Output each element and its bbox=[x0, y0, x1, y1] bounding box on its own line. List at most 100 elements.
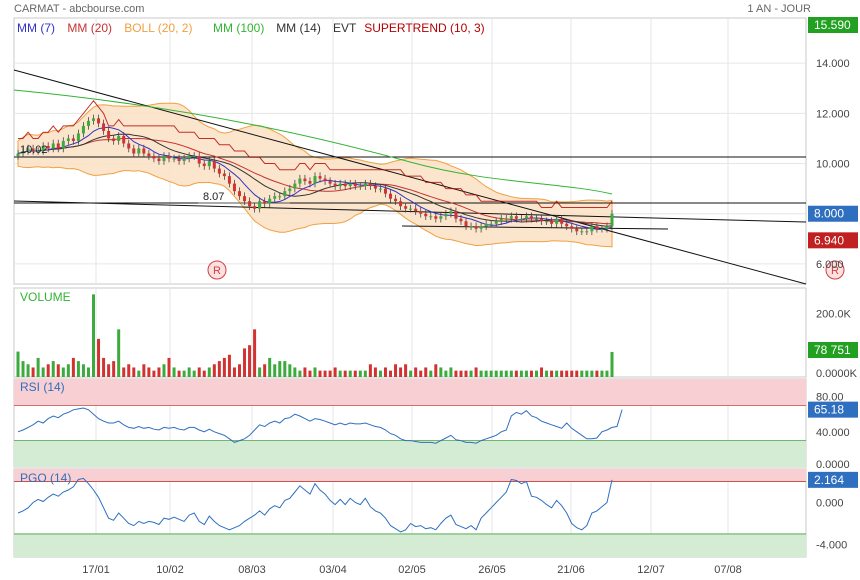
volume-bar bbox=[545, 370, 549, 377]
volume-bar bbox=[92, 294, 96, 377]
volume-last-tag: 78 751 bbox=[814, 343, 851, 357]
volume-bar bbox=[212, 364, 216, 377]
x-axis-label: 17/01 bbox=[82, 564, 110, 576]
candle-body bbox=[162, 156, 166, 162]
volume-bar bbox=[419, 370, 423, 377]
volume-bar bbox=[127, 364, 131, 377]
x-axis-label: 03/04 bbox=[319, 564, 347, 576]
candle-body bbox=[51, 143, 55, 149]
price-top-tag-bg bbox=[808, 17, 858, 33]
volume-bar bbox=[394, 364, 398, 377]
volume-bar bbox=[333, 367, 337, 377]
volume-last-tag-bg bbox=[808, 342, 858, 358]
pgo-last-tag: 2.164 bbox=[814, 473, 844, 487]
volume-bar bbox=[534, 370, 538, 377]
volume-bar bbox=[81, 364, 85, 377]
candle-body bbox=[212, 161, 216, 169]
volume-bar bbox=[519, 370, 523, 377]
volume-bar bbox=[248, 345, 252, 377]
candle-body bbox=[61, 140, 65, 149]
annotation-high: 10.02 bbox=[20, 144, 48, 156]
event-marker-axis bbox=[825, 260, 845, 280]
candle-body bbox=[580, 231, 584, 233]
candle-body bbox=[97, 118, 101, 124]
candle-body bbox=[358, 186, 362, 188]
volume-bar bbox=[509, 370, 513, 377]
pgo-line bbox=[17, 477, 613, 533]
volume-bar bbox=[555, 370, 559, 377]
candle-body bbox=[31, 148, 35, 151]
candle-body bbox=[368, 183, 372, 187]
volume-bar bbox=[429, 370, 433, 377]
volume-bar bbox=[41, 367, 45, 377]
candle-body bbox=[318, 176, 322, 179]
volume-title: VOLUME bbox=[20, 290, 71, 304]
volume-panel bbox=[13, 287, 807, 378]
volume-bar bbox=[97, 338, 101, 377]
volume-bar bbox=[323, 370, 327, 377]
volume-bar bbox=[469, 370, 473, 377]
volume-bar bbox=[283, 361, 287, 377]
candle-body bbox=[227, 176, 231, 184]
volume-bar bbox=[308, 370, 312, 377]
candle-body bbox=[122, 135, 126, 144]
candle-body bbox=[509, 216, 513, 219]
candle-body bbox=[474, 226, 478, 229]
candle-body bbox=[182, 158, 186, 162]
price-axis-label: 6.000 bbox=[816, 259, 844, 271]
x-axis-label: 12/07 bbox=[637, 564, 665, 576]
volume-bar bbox=[444, 370, 448, 377]
candle-body bbox=[389, 193, 393, 199]
pgo-oversold-zone bbox=[14, 533, 806, 557]
legend-item: MM (20) bbox=[67, 21, 112, 35]
x-axis-label: 26/05 bbox=[478, 564, 506, 576]
candle-body bbox=[237, 191, 241, 197]
candle-body bbox=[26, 148, 30, 151]
candle-body bbox=[575, 228, 579, 232]
candle-body bbox=[207, 161, 211, 167]
volume-bar bbox=[263, 364, 267, 377]
candle-body bbox=[323, 178, 327, 182]
volume-bar bbox=[152, 370, 156, 377]
volume-bar bbox=[167, 357, 171, 377]
price-last-tag-bg bbox=[808, 232, 858, 249]
candle-body bbox=[71, 138, 75, 141]
volume-bar bbox=[459, 370, 463, 377]
candle-body bbox=[429, 216, 433, 218]
volume-bar bbox=[117, 329, 121, 377]
price-level-tag-bg bbox=[808, 205, 858, 222]
price-level-tag: 8.000 bbox=[814, 207, 844, 221]
volume-bar bbox=[182, 370, 186, 377]
candle-body bbox=[187, 156, 191, 159]
candle-body bbox=[283, 191, 287, 197]
candle-body bbox=[102, 123, 106, 131]
volume-bar bbox=[227, 354, 231, 377]
volume-bar bbox=[414, 367, 418, 377]
candle-body bbox=[610, 213, 614, 227]
candle-body bbox=[550, 221, 554, 224]
candle-body bbox=[172, 158, 176, 160]
candle-body bbox=[595, 226, 599, 229]
volume-bar bbox=[424, 367, 428, 377]
candle-body bbox=[469, 226, 473, 228]
candle-body bbox=[605, 226, 609, 229]
candle-body bbox=[414, 208, 418, 212]
volume-bar bbox=[489, 370, 493, 377]
candle-body bbox=[21, 151, 25, 154]
legend-item: MM (100) bbox=[213, 21, 264, 35]
volume-bar bbox=[610, 351, 614, 377]
legend-item: EVT bbox=[333, 21, 357, 35]
candle-body bbox=[590, 226, 594, 232]
volume-bar bbox=[222, 357, 226, 377]
volume-bar bbox=[565, 370, 569, 377]
volume-bar bbox=[21, 361, 25, 377]
x-axis-label: 07/08 bbox=[714, 564, 742, 576]
volume-bar bbox=[217, 361, 221, 377]
candle-body bbox=[565, 223, 569, 227]
volume-bar bbox=[353, 370, 357, 377]
volume-bar bbox=[207, 367, 211, 377]
pgo-overbought-zone bbox=[14, 469, 806, 482]
price-axis-label: 10.000 bbox=[816, 159, 850, 171]
rsi-oversold-zone bbox=[14, 440, 806, 467]
